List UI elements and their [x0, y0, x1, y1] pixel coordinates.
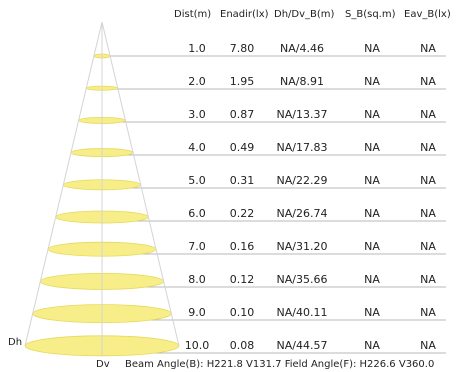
cell-dist: 1.0 [188, 42, 206, 55]
cell-s-b: NA [364, 306, 380, 319]
cell-eav-b: NA [420, 339, 436, 352]
cell-dist: 5.0 [188, 174, 206, 187]
cone-left-edge [24, 21, 103, 347]
cell-enadir: 0.10 [229, 306, 255, 319]
cell-dh-dv: NA/26.74 [276, 207, 328, 220]
cell-dh-dv: NA/44.57 [276, 339, 328, 352]
cell-enadir: 0.22 [229, 207, 255, 220]
cell-dist: 9.0 [188, 306, 206, 319]
cell-s-b: NA [364, 75, 380, 88]
cell-s-b: NA [364, 339, 380, 352]
cell-enadir: 0.12 [229, 273, 255, 286]
cell-s-b: NA [364, 273, 380, 286]
cell-dh-dv: NA/13.37 [276, 108, 328, 121]
cell-dist: 3.0 [188, 108, 206, 121]
cell-s-b: NA [364, 108, 380, 121]
cell-eav-b: NA [420, 273, 436, 286]
dh-label: Dh [8, 337, 23, 348]
cell-dist: 4.0 [188, 141, 206, 154]
cell-dh-dv: NA/22.29 [276, 174, 328, 187]
header-enadir: Enadir(lx) [220, 9, 269, 20]
cell-enadir: 0.49 [229, 141, 255, 154]
cell-s-b: NA [364, 240, 380, 253]
cell-dh-dv: NA/8.91 [280, 75, 324, 88]
cell-eav-b: NA [420, 75, 436, 88]
header-s-b: S_B(sq.m) [345, 9, 396, 20]
cell-enadir: 0.16 [229, 240, 255, 253]
cell-enadir: 0.87 [229, 108, 255, 121]
cell-eav-b: NA [420, 141, 436, 154]
cell-dist: 10.0 [184, 339, 210, 352]
cell-s-b: NA [364, 174, 380, 187]
cell-dh-dv: NA/40.11 [276, 306, 328, 319]
cell-s-b: NA [364, 141, 380, 154]
cell-dh-dv: NA/35.66 [276, 273, 328, 286]
cell-dh-dv: NA/4.46 [280, 42, 324, 55]
cell-enadir: 0.31 [229, 174, 255, 187]
cell-enadir: 1.95 [229, 75, 255, 88]
cell-dist: 6.0 [188, 207, 206, 220]
header-eav-b: Eav_B(lx) [404, 9, 451, 20]
cell-dh-dv: NA/31.20 [276, 240, 328, 253]
cell-dh-dv: NA/17.83 [276, 141, 328, 154]
cell-eav-b: NA [420, 42, 436, 55]
cell-dist: 2.0 [188, 75, 206, 88]
cell-eav-b: NA [420, 108, 436, 121]
cell-eav-b: NA [420, 240, 436, 253]
cell-enadir: 0.08 [229, 339, 255, 352]
cell-dist: 7.0 [188, 240, 206, 253]
cone-right-edge [101, 21, 180, 347]
cell-dist: 8.0 [188, 273, 206, 286]
cell-eav-b: NA [420, 207, 436, 220]
dv-label: Dv [96, 359, 110, 370]
header-dist: Dist(m) [174, 9, 212, 20]
cell-s-b: NA [364, 42, 380, 55]
cell-s-b: NA [364, 207, 380, 220]
cell-eav-b: NA [420, 174, 436, 187]
beam-field-angle-footer: Beam Angle(B): H221.8 V131.7 Field Angle… [125, 359, 435, 370]
cell-eav-b: NA [420, 306, 436, 319]
cell-enadir: 7.80 [229, 42, 255, 55]
header-dh-dv: Dh/Dv_B(m) [274, 9, 335, 20]
